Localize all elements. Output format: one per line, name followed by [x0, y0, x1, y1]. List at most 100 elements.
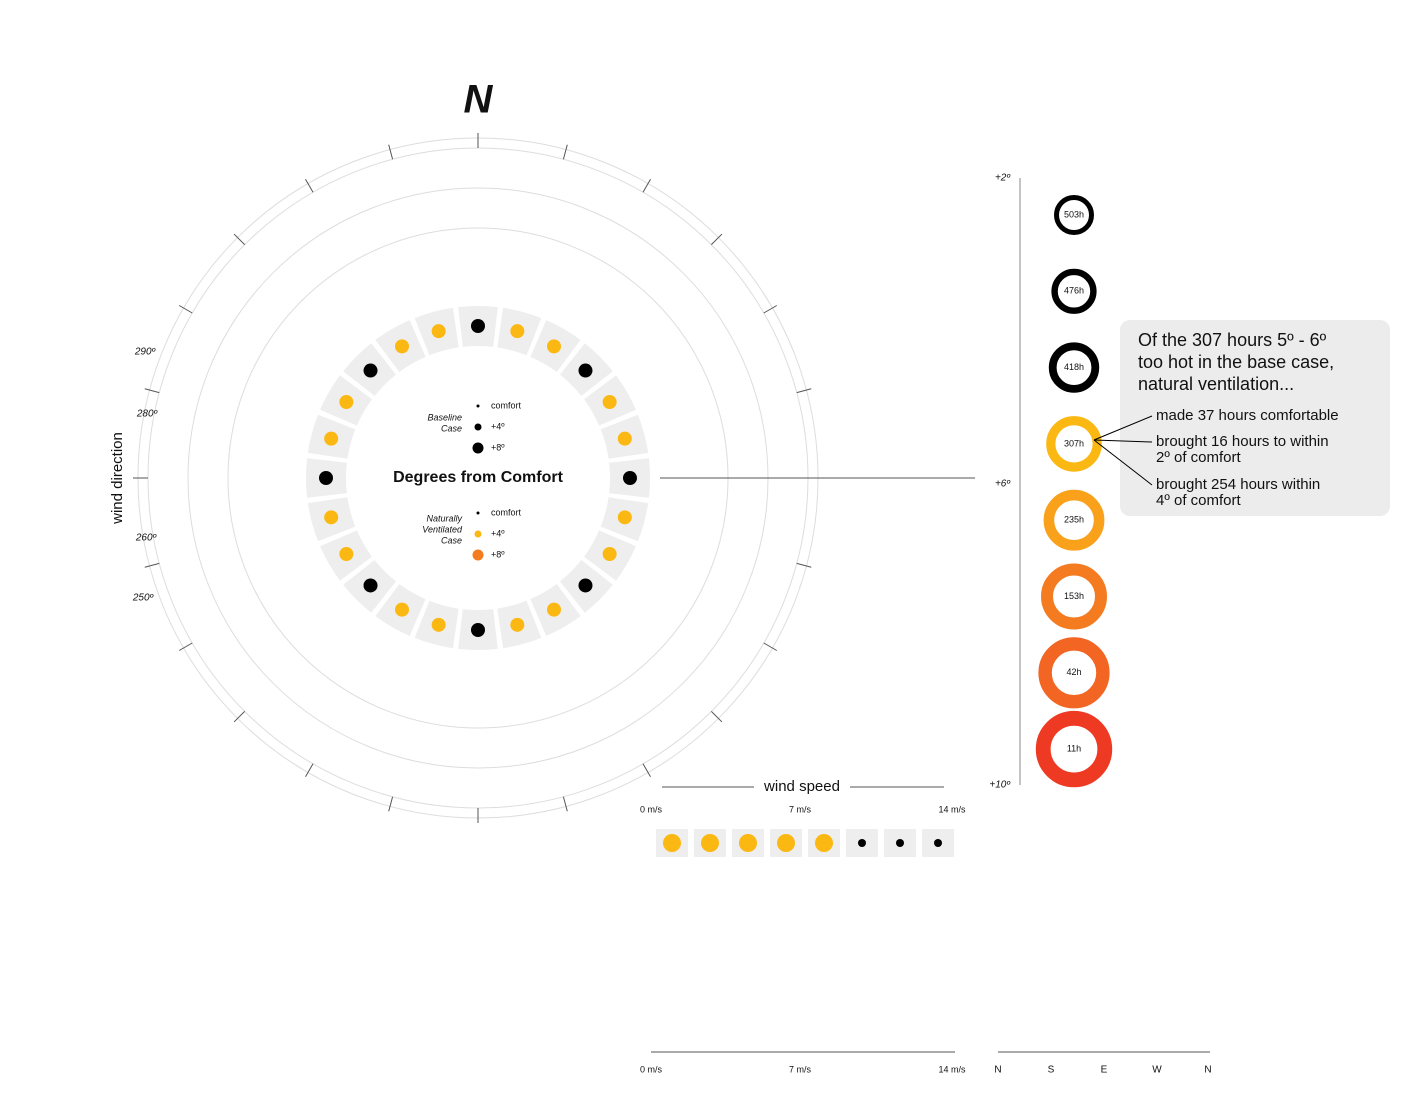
speed-pie	[663, 834, 681, 852]
legend-dot	[472, 549, 484, 561]
callout-note: brought 16 hours to within	[1156, 433, 1329, 450]
callout-pointer	[1093, 415, 1153, 441]
outer-tick	[710, 710, 723, 723]
donut	[1043, 489, 1105, 551]
outer-tick	[178, 642, 193, 651]
legend-dot	[474, 530, 482, 538]
legend-dot	[476, 511, 480, 515]
sector-pie	[471, 319, 485, 333]
sector-pie	[395, 602, 409, 617]
sector-pie	[431, 617, 446, 632]
legend-dot	[476, 404, 480, 408]
speed-pie	[858, 839, 866, 847]
sector-pie	[363, 363, 378, 378]
speed-pie	[815, 834, 833, 852]
outer-tick	[642, 763, 651, 778]
legend-title: Case	[441, 423, 462, 433]
callout-text: Of the 307 hours 5º - 6º	[1138, 330, 1327, 350]
speed-pie	[701, 834, 719, 852]
center-label: Degrees from Comfort	[393, 469, 563, 486]
outer-tick	[178, 305, 193, 314]
speed-tick: 14 m/s	[938, 1064, 966, 1074]
donut	[1041, 563, 1107, 630]
sector-pie	[431, 324, 446, 339]
speed-tick: 0 m/s	[640, 1064, 663, 1074]
axis-label: wind direction	[109, 432, 126, 525]
direction-axis-tick: N	[1204, 1065, 1211, 1076]
outer-tick	[710, 233, 723, 246]
callout-note: 4º of comfort	[1156, 492, 1242, 509]
legend-item: +4º	[491, 528, 505, 538]
callout-box	[1120, 320, 1390, 516]
outer-tick	[305, 178, 314, 193]
callout-pointer	[1093, 439, 1153, 486]
outer-tick	[763, 305, 778, 314]
donut-label: 503h	[1064, 209, 1084, 219]
legend-title: Baseline	[427, 412, 462, 422]
donut	[1054, 195, 1094, 235]
outer-tick	[388, 144, 394, 160]
callout-text: too hot in the base case,	[1138, 352, 1334, 372]
donut	[1051, 268, 1097, 314]
sector-pie	[602, 395, 617, 409]
speed-pie	[739, 834, 757, 852]
outer-tick	[562, 796, 568, 812]
outer-tick	[233, 710, 246, 723]
outer-tick	[796, 388, 812, 394]
legend-item: +4º	[491, 421, 505, 431]
legend-dot	[472, 442, 484, 454]
outer-tick	[233, 233, 246, 246]
callout-pointer	[1093, 439, 1153, 443]
speed-tick: 7 m/s	[789, 804, 812, 814]
sector-pie	[547, 602, 561, 617]
sector-pie	[602, 547, 617, 561]
outer-tick	[388, 796, 394, 812]
speed-tick: 14 m/s	[938, 804, 966, 814]
outer-tick	[144, 562, 160, 568]
donut-label: 11h	[1067, 743, 1081, 753]
direction-tick: 260º	[135, 533, 158, 544]
callout-note: brought 254 hours within	[1156, 476, 1320, 493]
sector-pie	[578, 363, 593, 378]
sector-pie	[547, 339, 561, 354]
legend-item: +8º	[491, 549, 505, 559]
sector-pie	[339, 547, 354, 561]
sector-pie	[324, 431, 339, 446]
scale-tick: +6º	[995, 479, 1011, 490]
direction-tick: 280º	[136, 409, 159, 420]
outer-tick	[562, 144, 568, 160]
callout-text: natural ventilation...	[1138, 374, 1294, 394]
donut-label: 235h	[1064, 515, 1084, 525]
direction-axis-tick: S	[1048, 1065, 1055, 1076]
scale-tick: +2º	[995, 173, 1011, 184]
sector-pie	[324, 510, 339, 525]
speed-tick: 7 m/s	[789, 1064, 812, 1074]
north-label: N	[464, 78, 494, 122]
callout-note: 2º of comfort	[1156, 449, 1242, 466]
sector-pie	[617, 431, 632, 446]
sector-pie	[319, 471, 333, 485]
direction-tick: 290º	[134, 347, 157, 358]
sector-pie	[510, 617, 525, 632]
donut	[1048, 342, 1100, 393]
speed-pie	[896, 839, 904, 847]
callout-note: made 37 hours comfortable	[1156, 407, 1339, 424]
legend-title: Ventilated	[422, 524, 463, 534]
sector-pie	[395, 339, 409, 354]
sector-pie	[623, 471, 637, 485]
sector-pie	[617, 510, 632, 525]
sector-pie	[510, 324, 525, 339]
donut-label: 42h	[1066, 667, 1081, 677]
sector-pie	[578, 578, 593, 593]
donut-label: 418h	[1064, 362, 1084, 372]
outer-tick	[763, 642, 778, 651]
outer-tick	[642, 178, 651, 193]
donut	[1038, 637, 1110, 709]
sector-pie	[339, 395, 354, 409]
outer-tick	[796, 562, 812, 568]
speed-pie	[934, 839, 942, 847]
direction-axis-tick: W	[1152, 1065, 1162, 1076]
sector-pie	[471, 623, 485, 637]
speed-tick: 0 m/s	[640, 804, 663, 814]
